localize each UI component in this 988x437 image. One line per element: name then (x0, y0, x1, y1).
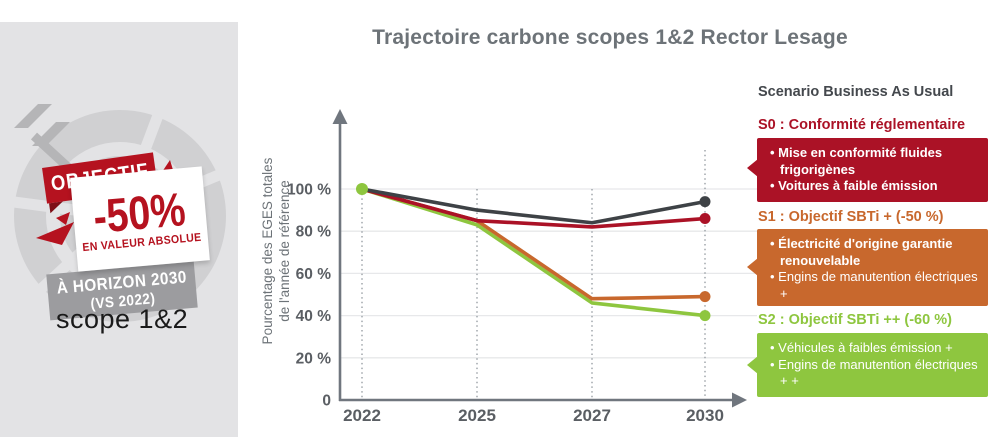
chart-title: Trajectoire carbone scopes 1&2 Rector Le… (372, 26, 848, 49)
scenario-s2-title: S2 : Objectif SBTi ++ (-60 %) (758, 312, 952, 328)
callout-left-arrow (747, 159, 758, 177)
objective-badge-panel: OBJECTIF -50% EN VALEUR ABSOLUE À HORIZO… (0, 22, 238, 437)
scenario-legend-panel: Scenario Business As Usual S0 : Conformi… (747, 0, 988, 437)
svg-text:2022: 2022 (343, 406, 381, 425)
objective-value: -50% (91, 181, 188, 243)
objective-value-card: -50% EN VALEUR ABSOLUE (70, 166, 210, 272)
callout-left-arrow (747, 356, 758, 374)
scenario-s1-callout: Électricité d'origine garantie renouvela… (747, 229, 988, 306)
svg-text:2030: 2030 (686, 406, 724, 425)
svg-text:80 %: 80 % (296, 224, 332, 241)
carbon-trajectory-chart: 0 20 % 40 % 60 % 80 % 100 % 2022 2025 2027 2030 (287, 109, 757, 425)
svg-text:2025: 2025 (458, 406, 496, 425)
scenario-bau-header: Scenario Business As Usual (758, 84, 954, 100)
svg-text:40 %: 40 % (296, 308, 332, 325)
scenario-s2-callout: Véhicules à faibles émission + Engins de… (747, 333, 988, 397)
svg-text:100 %: 100 % (287, 182, 331, 199)
scenario-s0-bullet: Voitures à faible émission (770, 178, 982, 195)
scenario-s0-callout: Mise en conformité fluides frigorigènes … (747, 138, 988, 202)
scenario-s0-title: S0 : Conformité réglementaire (758, 117, 966, 133)
scenario-s1-bullet: Électricité d'origine garantie renouvela… (770, 236, 982, 269)
svg-text:20 %: 20 % (296, 350, 332, 367)
scenario-s2-bullet: Engins de manutention électriques + + (770, 357, 982, 390)
callout-left-arrow (747, 258, 758, 276)
scenario-s0-bullet: Mise en conformité fluides frigorigènes (770, 145, 982, 178)
scenario-s1-bullet: Engins de manutention électriques + (770, 269, 982, 302)
scenario-s1-title: S1 : Objectif SBTi + (-50 %) (758, 209, 944, 225)
svg-text:0: 0 (322, 393, 331, 410)
scenario-s2-bullet: Véhicules à faibles émission + (770, 340, 982, 357)
scope-label: scope 1&2 (56, 304, 189, 334)
svg-text:60 %: 60 % (296, 266, 332, 283)
svg-text:2027: 2027 (573, 406, 611, 425)
